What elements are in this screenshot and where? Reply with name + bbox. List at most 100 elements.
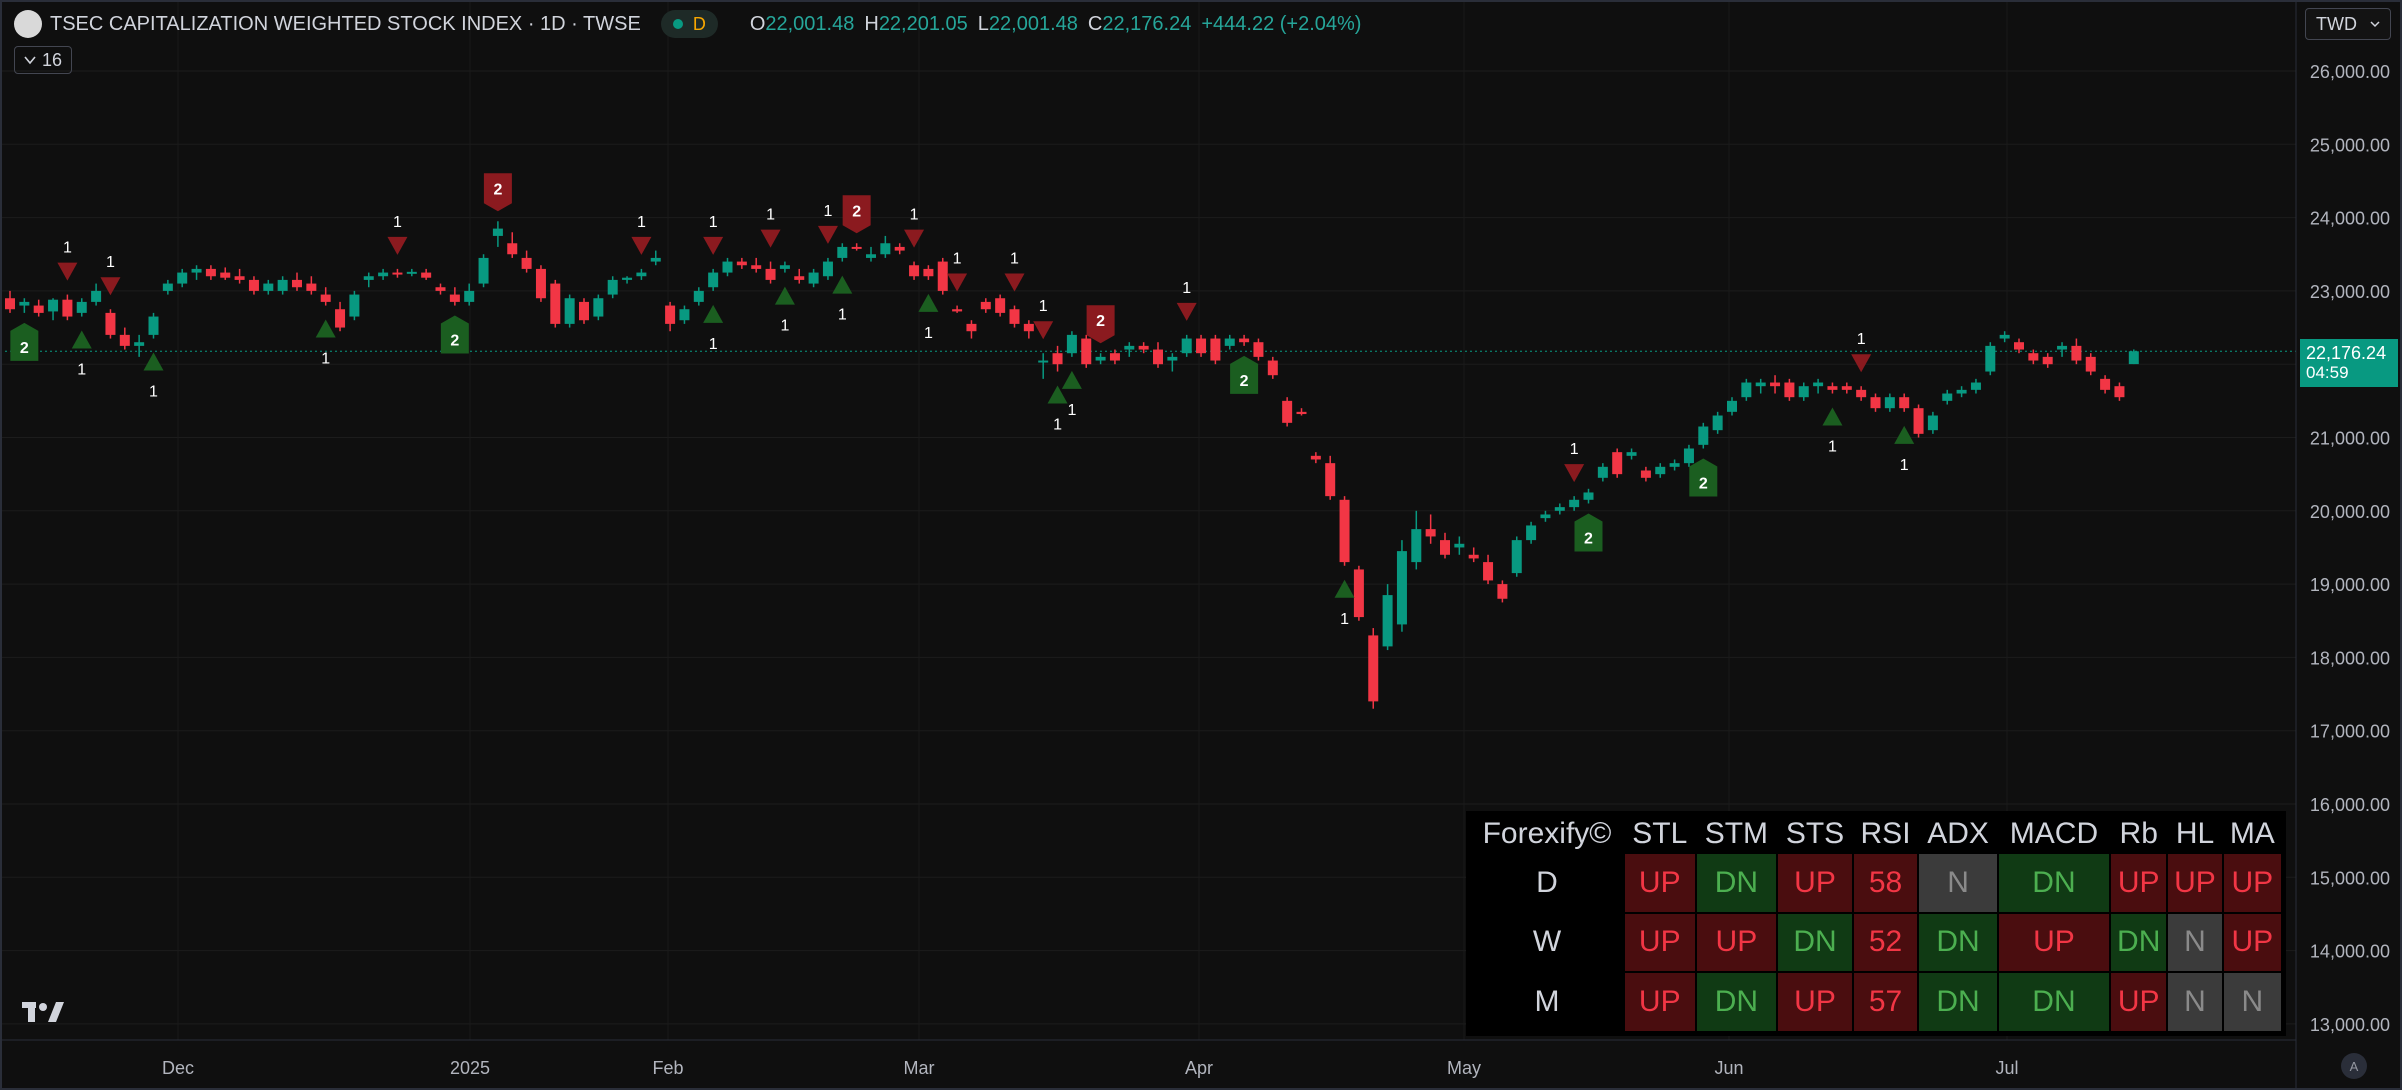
candle-body (1454, 543, 1465, 548)
timeframe-label: D (1471, 854, 1623, 912)
candle-body (1066, 334, 1077, 354)
candle-body (693, 290, 704, 302)
table-header-row: Forexify© STL STM STS RSI ADX MACD Rb HL MA (1471, 816, 2281, 852)
candle-body (2128, 351, 2139, 365)
candle-body (320, 294, 331, 302)
candle-body (607, 279, 618, 295)
candle-body (1727, 400, 1737, 412)
bar-countdown: 04:59 (2306, 363, 2349, 382)
table-column-macd: MACD (1998, 816, 2110, 852)
strong-buy-signal-badge (1689, 458, 1718, 497)
sell-signal-triangle (1004, 273, 1025, 292)
signal-cell: 52 (1853, 913, 1918, 972)
signal-cell: UP (2111, 854, 2167, 912)
candle-body (880, 243, 891, 255)
signal-strength-label: 1 (1340, 611, 1349, 628)
timeframe-label: M (1471, 973, 1623, 1031)
chevron-down-icon (24, 56, 36, 65)
price-tick-label: 24,000.00 (2310, 209, 2390, 229)
candle-body (1640, 470, 1651, 478)
signal-cell: 57 (1853, 973, 1918, 1031)
sell-signal-triangle (100, 277, 121, 296)
candle-body (1942, 393, 1953, 401)
candle-body (1224, 338, 1235, 346)
candle-body (277, 279, 288, 291)
symbol-title[interactable]: TSEC CAPITALIZATION WEIGHTED STOCK INDEX… (50, 12, 641, 35)
candle-body (1310, 455, 1321, 460)
candle-body (1009, 309, 1020, 324)
candle-body (866, 254, 876, 258)
time-tick-label: Jul (1995, 1058, 2018, 1078)
candle-body (779, 265, 790, 269)
time-tick-label: Mar (904, 1058, 935, 1078)
table-column-ma: MA (2223, 816, 2281, 852)
price-tick-label: 16,000.00 (2310, 795, 2390, 815)
signal-strength-label: 1 (1067, 402, 1076, 419)
sell-signal-triangle (904, 229, 925, 248)
table-column-rb: Rb (2111, 816, 2167, 852)
candle-body (1210, 338, 1221, 361)
signal-strength-label: 1 (1570, 441, 1579, 458)
candle-body (464, 290, 475, 302)
strong-sell-signal-badge (1086, 305, 1115, 344)
signal-cell: DN (1998, 854, 2110, 912)
candle-body (1167, 356, 1178, 361)
time-tick-label: Jun (1714, 1058, 1743, 1078)
candle-body (1827, 386, 1838, 390)
candle-body (162, 283, 173, 291)
candle-body (1282, 400, 1293, 423)
symbol-legend[interactable]: TSEC CAPITALIZATION WEIGHTED STOCK INDEX… (14, 10, 1361, 38)
candle-body (1095, 356, 1106, 361)
sell-signal-triangle (703, 236, 724, 255)
sell-signal-triangle (1033, 321, 1054, 340)
candle-body (1411, 529, 1422, 563)
candle-body (1655, 466, 1666, 475)
signal-cell: UP (1625, 973, 1695, 1031)
candle-body (1181, 338, 1192, 354)
candle-body (478, 257, 489, 284)
signal-cell: N (1919, 854, 1997, 912)
candle-body (1038, 360, 1049, 363)
signal-strength-label: 1 (1010, 251, 1019, 268)
last-price-value: 22,176.24 (2306, 343, 2387, 363)
strong-buy-signal-badge (10, 322, 39, 361)
candle-body (1956, 389, 1967, 394)
signal-strength-label: 1 (838, 307, 847, 324)
signal-cell: UP (2168, 854, 2222, 912)
candle-body (564, 298, 575, 324)
candle-body (2057, 345, 2068, 350)
candle-body (134, 342, 145, 346)
auto-scale-icon[interactable]: A (2341, 1053, 2367, 1079)
indicators-collapse-button[interactable]: 16 (14, 46, 72, 74)
tradingview-logo-icon[interactable] (22, 1000, 66, 1029)
signal-cell: DN (2111, 913, 2167, 972)
candle-body (1382, 595, 1393, 647)
candle-body (894, 246, 905, 251)
signal-cell: 58 (1853, 854, 1918, 912)
market-status-pill[interactable]: D (660, 10, 718, 38)
signal-strength-label: 1 (766, 207, 775, 224)
candle-body (363, 276, 374, 280)
signal-cell: UP (1998, 913, 2110, 972)
candle-body (62, 299, 73, 317)
signal-strength-label: 1 (709, 336, 718, 353)
signal-strength-label: 1 (1900, 457, 1909, 474)
table-column-sts: STS (1778, 816, 1852, 852)
signal-cell: UP (1625, 913, 1695, 972)
candle-body (292, 279, 302, 288)
candle-body (1755, 382, 1766, 387)
symbol-logo-icon (14, 10, 42, 38)
strong-buy-signal-badge (440, 315, 469, 354)
candle-body (263, 283, 274, 291)
currency-selector[interactable]: TWD (2305, 8, 2391, 40)
candle-body (650, 257, 661, 262)
signal-strength-label: 2 (1240, 373, 1249, 390)
time-tick-label: Feb (652, 1058, 683, 1078)
candle-body (1884, 397, 1895, 409)
candle-body (5, 298, 15, 310)
candle-body (306, 283, 317, 291)
candle-body (822, 261, 833, 277)
signal-strength-label: 1 (1053, 417, 1062, 434)
